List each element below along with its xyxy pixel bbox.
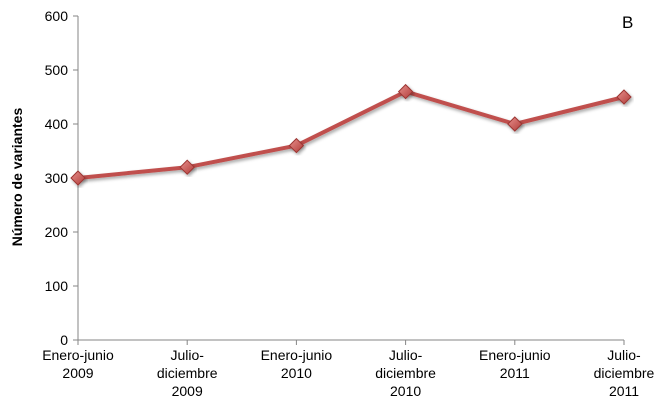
- x-tick-label-line: diciembre: [375, 365, 436, 381]
- y-tick-label: 600: [45, 8, 69, 24]
- x-tick-label-line: Enero-junio: [479, 347, 551, 363]
- data-point-marker: [397, 83, 414, 100]
- x-tick-label-line: 2009: [172, 383, 203, 399]
- x-tick-label: Enero-junio 2009: [42, 347, 114, 381]
- x-tick-label: Julio-diciembre 2009: [157, 347, 218, 399]
- x-tick-label-line: 2011: [609, 383, 639, 399]
- x-tick-label: Julio-diciembre 2010: [375, 347, 436, 399]
- x-tick-label: Enero-junio 2010: [261, 347, 333, 381]
- y-tick-label: 400: [45, 116, 69, 132]
- x-tick-label-line: 2009: [62, 365, 93, 381]
- x-tick-label-line: 2010: [281, 365, 312, 381]
- y-tick-label: 200: [45, 224, 69, 240]
- x-tick-label-line: Julio-: [170, 347, 204, 363]
- x-tick-label-line: diciembre: [157, 365, 218, 381]
- data-point-marker: [616, 89, 632, 105]
- data-point-marker: [288, 137, 305, 154]
- data-point-marker: [507, 116, 523, 132]
- x-tick-label-line: 2011: [500, 365, 530, 381]
- x-tick-label: Enero-junio 2011: [479, 347, 551, 381]
- y-tick-label: 300: [45, 170, 69, 186]
- series-layer: [70, 83, 632, 186]
- x-tick-label: Julio-diciembre 2011: [594, 347, 655, 399]
- x-tick-label-line: Julio-: [389, 347, 423, 363]
- data-point-marker: [179, 159, 195, 175]
- y-tick-label: 500: [45, 62, 69, 78]
- x-tick-label-line: Enero-junio: [42, 347, 114, 363]
- y-axis-label: Número de variantes: [9, 108, 25, 247]
- x-tick-label-line: Enero-junio: [261, 347, 333, 363]
- y-tick-label: 100: [45, 278, 69, 294]
- series-line: [77, 89, 625, 180]
- x-tick-label-line: 2010: [390, 383, 421, 399]
- x-tick-label-line: Julio-: [607, 347, 641, 363]
- data-point-marker: [70, 170, 86, 186]
- panel-label: B: [622, 13, 633, 32]
- y-tick-label: 0: [60, 332, 68, 348]
- x-tick-label-line: diciembre: [594, 365, 655, 381]
